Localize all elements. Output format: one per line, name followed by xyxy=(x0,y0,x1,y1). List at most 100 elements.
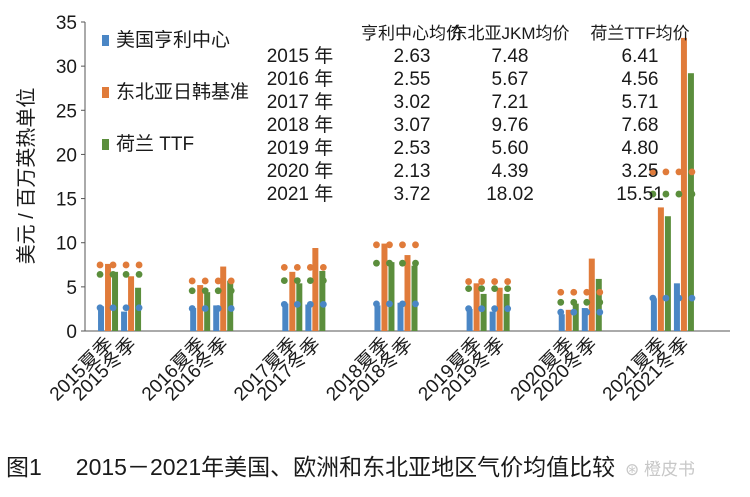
bar xyxy=(296,283,303,331)
table-value: 2.53 xyxy=(394,138,431,159)
average-dot xyxy=(319,300,327,308)
average-dot xyxy=(201,305,209,312)
average-dot xyxy=(373,300,380,308)
table-value: 4.56 xyxy=(622,69,659,90)
average-dot xyxy=(280,277,288,284)
average-dot xyxy=(386,300,393,308)
table-value: 7.48 xyxy=(492,46,529,67)
average-dot xyxy=(109,304,117,312)
average-dot xyxy=(306,277,314,284)
table-value: 3.02 xyxy=(394,92,431,113)
bar xyxy=(480,293,487,331)
bar xyxy=(572,303,579,331)
table-value: 5.71 xyxy=(622,92,659,113)
table-value: 4.80 xyxy=(622,138,659,159)
bar xyxy=(319,270,326,331)
average-dot xyxy=(293,263,301,271)
average-dot xyxy=(293,277,301,284)
average-dot xyxy=(306,263,314,271)
table-value: 2.55 xyxy=(394,69,431,90)
average-dot xyxy=(386,259,393,267)
table-year: 2020 年 xyxy=(267,160,334,182)
bar xyxy=(411,265,418,331)
average-dot xyxy=(412,241,419,249)
average-dot xyxy=(491,278,499,285)
average-dot xyxy=(319,277,327,284)
average-dot xyxy=(504,278,512,285)
bar xyxy=(388,262,395,331)
average-dot xyxy=(319,263,327,271)
bar xyxy=(581,308,588,331)
average-dot xyxy=(188,287,196,295)
table-value: 9.76 xyxy=(492,115,529,136)
average-dot xyxy=(491,285,499,293)
bar xyxy=(687,73,694,331)
average-dot xyxy=(465,285,473,293)
average-dot xyxy=(280,263,288,271)
average-dot xyxy=(596,298,604,306)
average-dot xyxy=(96,304,104,312)
table-year: 2015 年 xyxy=(267,45,334,67)
average-dot xyxy=(227,277,235,285)
average-dot xyxy=(491,305,499,313)
average-dot xyxy=(399,300,406,308)
y-tick-label: 10 xyxy=(56,234,77,255)
table-year: 2018 年 xyxy=(267,114,334,136)
y-tick-label: 25 xyxy=(56,101,77,122)
watermark: ⊛ 橙皮书 xyxy=(625,460,695,479)
bar xyxy=(128,276,135,331)
average-dot xyxy=(504,285,512,293)
table-value: 5.67 xyxy=(492,69,529,90)
table-value: 4.39 xyxy=(492,161,529,182)
average-dot xyxy=(675,294,683,302)
average-dot xyxy=(135,271,143,278)
bar xyxy=(289,271,296,331)
bar xyxy=(112,271,119,331)
legend-label: 东北亚日韩基准 xyxy=(116,81,249,103)
average-dot xyxy=(201,277,209,285)
table-value: 2.13 xyxy=(394,161,431,182)
y-tick-label: 20 xyxy=(56,145,77,166)
bar xyxy=(213,305,220,331)
table-value: 6.41 xyxy=(622,46,659,67)
average-dot xyxy=(109,261,117,269)
bar xyxy=(404,255,411,331)
table-value: 18.02 xyxy=(486,184,534,205)
average-dot xyxy=(557,288,565,296)
average-dot xyxy=(122,271,130,278)
average-dot xyxy=(306,300,314,308)
bar xyxy=(673,283,680,331)
average-dot xyxy=(583,308,591,316)
bar xyxy=(305,304,312,331)
bar xyxy=(121,311,128,331)
average-dot xyxy=(649,168,657,176)
average-dot xyxy=(478,278,486,285)
average-dot xyxy=(478,305,486,313)
average-dot xyxy=(688,190,696,198)
table-year: 2017 年 xyxy=(267,91,334,113)
average-dot xyxy=(596,288,604,296)
average-dot xyxy=(201,287,209,295)
table-value: 15.51 xyxy=(616,184,664,205)
bar xyxy=(565,309,572,331)
average-dot xyxy=(688,168,696,176)
bar xyxy=(664,216,671,331)
average-dot xyxy=(399,259,406,267)
average-dot xyxy=(649,190,657,198)
table-value: 5.60 xyxy=(492,138,529,159)
bar xyxy=(650,298,657,331)
average-dot xyxy=(214,277,222,285)
y-axis-title: 美元 / 百万英热单位 xyxy=(15,88,38,265)
table-header: 东北亚JKM均价 xyxy=(451,24,570,43)
average-dot xyxy=(399,241,406,249)
average-dot xyxy=(465,278,473,285)
bar xyxy=(282,303,289,331)
average-dot xyxy=(135,261,143,269)
average-dot xyxy=(662,190,670,198)
average-dot xyxy=(96,261,104,269)
average-dot xyxy=(662,168,670,176)
watermark-text: 橙皮书 xyxy=(643,460,695,479)
average-dot xyxy=(214,305,222,312)
caption-text: 2015－2021年美国、欧洲和东北亚地区气价均值比较 xyxy=(75,454,616,480)
bar xyxy=(312,248,319,331)
